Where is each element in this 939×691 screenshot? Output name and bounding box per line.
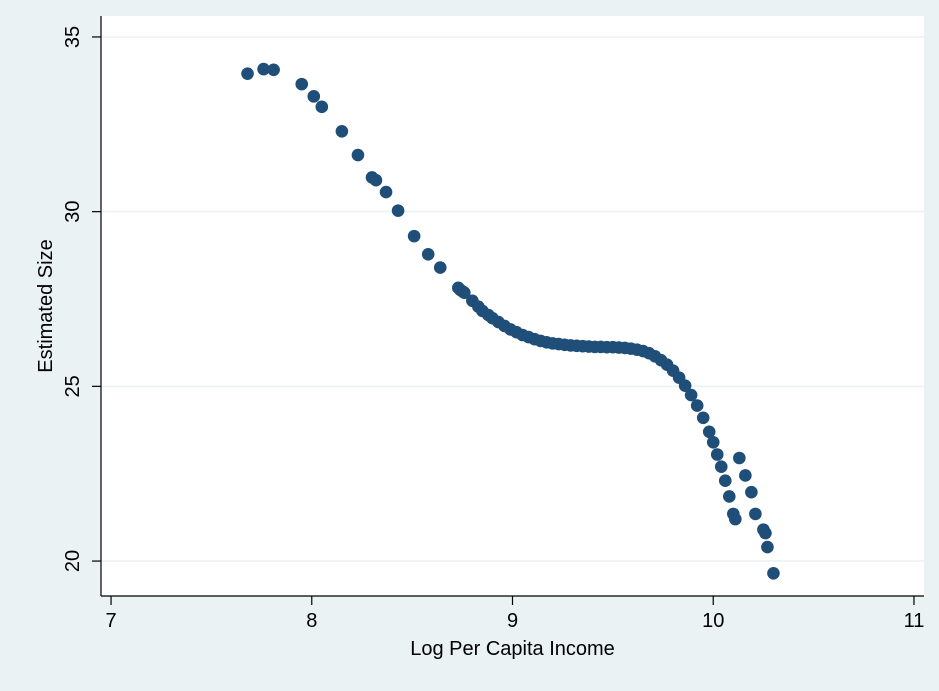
- data-point: [745, 485, 758, 499]
- data-point: [696, 411, 710, 425]
- data-point: [733, 451, 746, 465]
- data-point: [767, 566, 780, 580]
- x-tick-label: 10: [702, 610, 724, 632]
- data-point: [759, 526, 772, 540]
- data-points: [241, 62, 780, 580]
- plot-area: [101, 16, 924, 596]
- data-point: [421, 247, 435, 261]
- data-point: [295, 77, 309, 91]
- data-point: [315, 100, 329, 114]
- data-point: [678, 379, 692, 392]
- data-point: [307, 90, 321, 103]
- data-point: [267, 63, 280, 77]
- data-point: [684, 388, 698, 402]
- x-axis-title: Log Per Capita Income: [410, 638, 615, 660]
- data-point: [761, 540, 774, 554]
- data-point: [710, 448, 724, 461]
- y-tick-label: 25: [62, 375, 84, 397]
- data-point: [433, 261, 447, 274]
- data-point: [729, 512, 742, 526]
- y-tick-label: 35: [62, 26, 84, 48]
- data-point: [718, 474, 732, 487]
- data-point: [407, 229, 421, 243]
- data-point: [458, 286, 471, 300]
- y-tick-label: 20: [62, 550, 84, 572]
- data-point: [335, 125, 349, 138]
- y-axis-title: Estimated Size: [35, 239, 57, 372]
- data-point: [241, 67, 254, 80]
- axes: 7 8 9 10 11 20 25 30 35: [62, 16, 924, 632]
- data-point: [379, 185, 393, 199]
- data-point: [702, 425, 716, 439]
- data-point: [351, 148, 365, 162]
- data-point: [739, 469, 752, 482]
- data-point: [257, 62, 270, 76]
- data-point: [369, 173, 383, 187]
- x-tick-label: 8: [306, 610, 317, 632]
- data-point: [690, 399, 704, 412]
- data-point: [749, 507, 762, 521]
- data-point: [706, 435, 720, 449]
- data-point: [722, 490, 736, 503]
- y-tick-label: 30: [62, 201, 84, 223]
- x-tick-label: 11: [904, 610, 925, 632]
- gridlines: [101, 36, 924, 562]
- x-tick-label: 9: [507, 610, 518, 632]
- x-tick-label: 7: [105, 610, 116, 632]
- data-point: [391, 204, 405, 217]
- data-point: [714, 460, 728, 474]
